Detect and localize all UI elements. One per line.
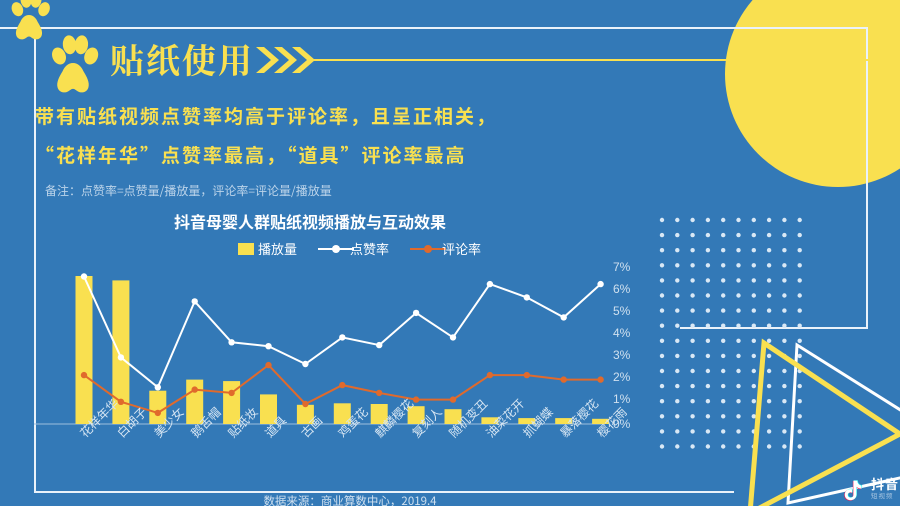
svg-text:3%: 3% xyxy=(613,348,631,362)
svg-text:1%: 1% xyxy=(613,392,631,406)
svg-text:5%: 5% xyxy=(613,304,631,318)
svg-text:2%: 2% xyxy=(613,370,631,384)
svg-text:6%: 6% xyxy=(613,282,631,296)
svg-text:4%: 4% xyxy=(613,326,631,340)
svg-text:7%: 7% xyxy=(613,260,631,274)
